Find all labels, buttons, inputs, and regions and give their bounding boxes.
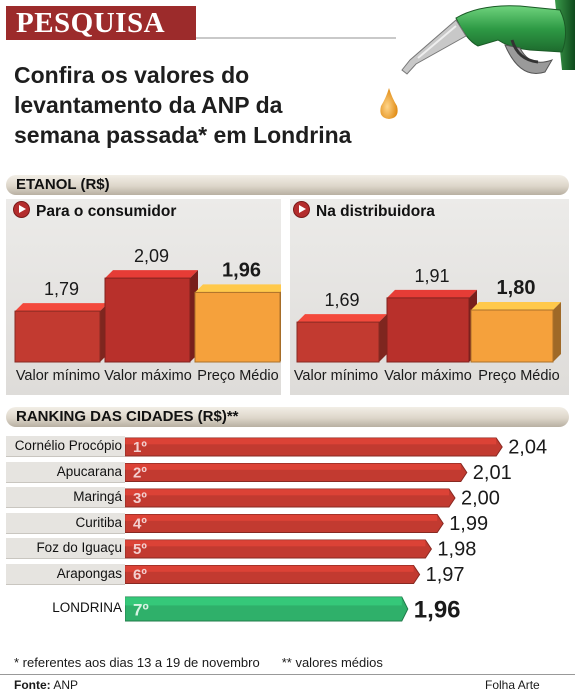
footer-rule: [0, 674, 575, 675]
bar-top: [471, 302, 561, 310]
bar: [470, 309, 554, 363]
rank-number: 4º: [133, 516, 147, 533]
city-label: Cornélio Procópio: [14, 438, 122, 453]
city-ranking-chart: 1º 2,04 2º 2,01 3º 2,00 4º 1,99 5º 1,98 6º 1,97 7º 1,…: [125, 436, 547, 623]
footnote-dates: * referentes aos dias 13 a 19 de novembr…: [14, 655, 260, 670]
headline: Confira os valores do levantamento da AN…: [14, 60, 434, 150]
bar: [104, 277, 191, 363]
etanol-section-bar: ETANOL (R$): [6, 175, 569, 195]
bar: [14, 310, 101, 363]
credit: Folha Arte: [485, 678, 540, 692]
drop-icon: [380, 88, 398, 119]
distributor-title-text: Na distribuidora: [316, 203, 435, 220]
bar: [386, 297, 470, 363]
bar-top: [195, 284, 281, 293]
city-label: Foz do Iguaçu: [36, 540, 122, 555]
data-label: 2,04: [508, 436, 547, 458]
data-label: 1,96: [414, 596, 461, 623]
x-label: Valor máximo: [384, 368, 472, 384]
bar-highlight: [125, 514, 438, 521]
bar: [194, 291, 281, 363]
x-label: Valor mínimo: [293, 368, 379, 384]
bar-top: [387, 289, 477, 298]
headline-line: Confira os valores do: [14, 62, 250, 88]
source-label: Fonte:: [14, 678, 51, 692]
consumer-panel-title: Para o consumidor: [13, 201, 176, 221]
rank-number: 3º: [133, 490, 147, 507]
data-label: 1,96: [222, 259, 261, 281]
data-label: 2,00: [461, 487, 500, 509]
source-value: ANP: [53, 678, 79, 692]
data-label: 1,99: [449, 513, 488, 535]
source: Fonte: ANP: [14, 678, 78, 692]
bar: [296, 321, 380, 363]
x-label: Valor máximo: [104, 368, 192, 384]
section-tag: PESQUISA: [6, 6, 196, 40]
play-arrow-icon: [13, 201, 30, 218]
data-label: 1,97: [426, 564, 465, 586]
bar-top: [15, 303, 108, 312]
data-label: 1,80: [497, 277, 536, 299]
city-label: Maringá: [73, 489, 122, 504]
bar-highlight: [125, 565, 414, 572]
rank-number: 5º: [133, 541, 147, 558]
data-label: 2,09: [134, 246, 169, 266]
consumer-title-text: Para o consumidor: [36, 203, 177, 220]
city-label: Curitiba: [75, 514, 122, 530]
bar-top: [297, 314, 387, 323]
rank-number: 7º: [133, 601, 149, 620]
data-label: 1,91: [414, 266, 449, 286]
x-label: Preço Médio: [197, 368, 279, 384]
x-label: Valor mínimo: [15, 368, 101, 384]
distributor-panel-title: Na distribuidora: [293, 201, 435, 221]
bar-top: [105, 270, 198, 279]
city-label: Apucarana: [56, 463, 122, 479]
bar-side: [553, 302, 561, 362]
city-label: Arapongas: [56, 565, 122, 581]
footnote: * referentes aos dias 13 a 19 de novembr…: [14, 655, 383, 670]
x-label: Preço Médio: [478, 368, 560, 384]
headline-line: semana passada* em Londrina: [14, 122, 352, 148]
distributor-price-chart: 1,69 1,91 1,80: [296, 266, 561, 363]
ranking-section-bar: RANKING DAS CIDADES (R$)**: [6, 407, 569, 427]
city-label: LONDRINA: [52, 600, 122, 615]
play-arrow-icon: [293, 201, 310, 218]
bar-side: [379, 314, 387, 362]
bar-highlight: [125, 463, 461, 470]
data-label: 2,01: [473, 462, 512, 484]
headline-line: levantamento da ANP da: [14, 92, 283, 118]
bar-highlight: [125, 540, 426, 547]
rank-number: 1º: [133, 439, 147, 456]
rank-number: 2º: [133, 465, 147, 482]
bar-highlight: [125, 489, 449, 496]
bar-highlight: [125, 438, 497, 445]
data-label: 1,98: [437, 538, 476, 560]
rank-number: 6º: [133, 567, 147, 584]
header-rule: [196, 37, 396, 39]
bar-highlight: [125, 597, 402, 606]
consumer-price-chart: 1,79 2,09 1,96: [14, 246, 281, 363]
data-label: 1,69: [324, 290, 359, 310]
footnote-averages: ** valores médios: [281, 655, 383, 670]
fuel-nozzle-icon: [401, 0, 575, 75]
data-label: 1,79: [44, 279, 79, 299]
